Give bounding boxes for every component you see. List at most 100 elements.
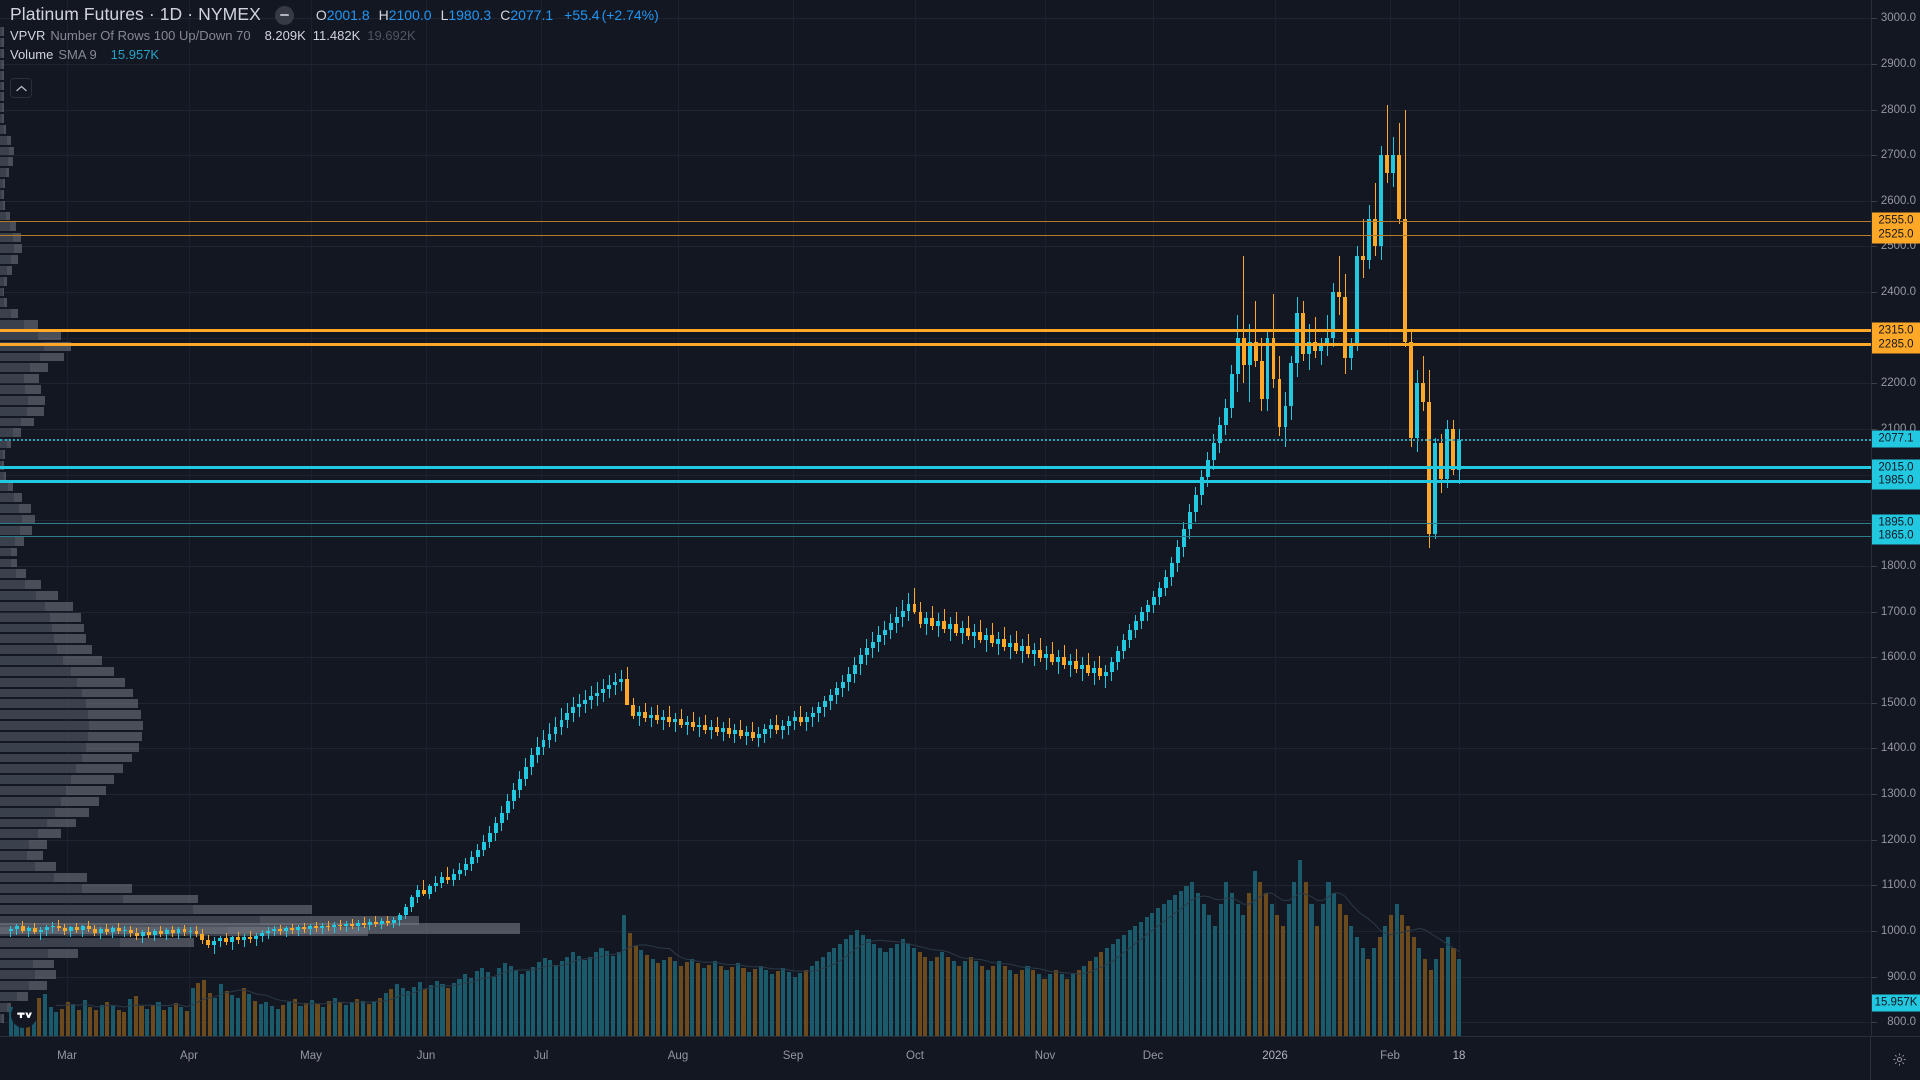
candle-body — [900, 610, 905, 618]
price-line[interactable] — [0, 466, 1871, 470]
volume-bar — [1122, 934, 1127, 1036]
price-line[interactable] — [0, 479, 1871, 483]
gear-icon[interactable] — [1888, 1048, 1910, 1070]
price-axis[interactable]: 3000.0 2900.0 2800.0 2700.0 2600.0 2500.0 2400… — [1871, 0, 1920, 1036]
price-axis-badge[interactable]: 1865.0 — [1872, 527, 1920, 545]
candle-body — [912, 604, 917, 612]
price-line[interactable] — [0, 329, 1871, 333]
candlestick — [1313, 0, 1318, 1036]
candlestick — [631, 0, 636, 1036]
price-axis-badge[interactable]: 1895.0 — [1872, 514, 1920, 532]
price-line[interactable] — [0, 343, 1871, 347]
gridline-vertical — [311, 0, 312, 1036]
candlestick — [1062, 0, 1067, 1036]
volume-bar — [1411, 937, 1416, 1036]
eye-toggle-icon[interactable] — [274, 5, 294, 25]
time-axis-tick: Sep — [782, 1050, 804, 1062]
price-axis-badge[interactable]: 2285.0 — [1872, 336, 1920, 354]
candlestick — [1415, 0, 1420, 1036]
candle-body — [1379, 155, 1384, 247]
candle-body — [655, 714, 660, 721]
volume-bar — [1445, 937, 1450, 1036]
volume-bar — [338, 1001, 343, 1036]
price-line[interactable] — [0, 522, 1871, 524]
candle-body — [427, 886, 432, 894]
volume-axis-badge[interactable]: 15.957K — [1872, 994, 1920, 1012]
vpvr-bar-up — [0, 276, 5, 286]
candle-body — [356, 922, 360, 926]
price-line[interactable] — [0, 235, 1871, 237]
collapse-chevron-icon[interactable] — [10, 78, 32, 98]
price-axis-badge[interactable]: 2315.0 — [1872, 322, 1920, 340]
price-axis-badge[interactable]: 2525.0 — [1872, 226, 1920, 244]
candle-body — [1421, 383, 1426, 402]
candle-body — [314, 926, 319, 929]
price-axis-tick-mark — [1872, 839, 1877, 841]
volume-bar — [1099, 952, 1104, 1036]
price-axis-badge[interactable]: 2015.0 — [1872, 459, 1920, 477]
candle-body — [607, 685, 612, 690]
gridline-horizontal — [0, 155, 1871, 157]
candle-body — [385, 920, 390, 923]
candle-body — [936, 620, 941, 627]
candle-body — [296, 927, 301, 931]
candlestick — [170, 0, 175, 1036]
candle-body — [445, 877, 450, 880]
candlestick — [1008, 0, 1013, 1036]
candle-body — [1163, 576, 1168, 588]
candlestick — [697, 0, 702, 1036]
candle-wick — [40, 927, 42, 941]
candlestick — [655, 0, 660, 1036]
candle-body — [1319, 345, 1324, 352]
volume-bar — [1110, 943, 1115, 1036]
candle-body — [1002, 638, 1007, 648]
candlestick — [1355, 0, 1360, 1036]
candle-body — [302, 927, 307, 930]
candle-wick — [967, 616, 969, 640]
volume-bar — [815, 961, 820, 1036]
price-line[interactable] — [0, 439, 1871, 442]
gridline-horizontal — [0, 429, 1871, 430]
vpvr-bar-up — [0, 59, 3, 69]
candlestick — [840, 0, 845, 1036]
volume-bar — [684, 962, 689, 1036]
gridline-horizontal — [0, 657, 1871, 659]
candlestick — [930, 0, 935, 1036]
candlestick — [248, 0, 253, 1036]
price-axis-badge[interactable]: 2077.1 — [1872, 430, 1920, 448]
candle-body — [1361, 255, 1366, 261]
tradingview-logo[interactable] — [11, 1002, 37, 1028]
price-line[interactable] — [0, 221, 1871, 223]
volume-bar — [838, 943, 843, 1036]
volume-bar — [1440, 948, 1445, 1036]
chart-pane[interactable] — [0, 0, 1871, 1036]
candlestick — [1265, 0, 1270, 1036]
candlestick — [1253, 0, 1258, 1036]
volume-bar — [1320, 904, 1325, 1036]
price-axis-tick-mark — [1872, 748, 1877, 750]
candlestick — [565, 0, 570, 1036]
candlestick — [320, 0, 325, 1036]
time-axis[interactable]: Mar Apr May Jun Jul Aug Sep Oct Nov Dec 2026 Feb 18 — [0, 1036, 1920, 1080]
price-axis-tick: 2600.0 — [1880, 194, 1916, 207]
candlestick — [894, 0, 899, 1036]
vpvr-bar-up — [0, 363, 30, 373]
volume-bar — [270, 1006, 275, 1036]
price-axis-tick-mark — [1872, 702, 1877, 704]
time-axis-tick: Mar — [57, 1050, 77, 1062]
price-axis-badge[interactable]: 2555.0 — [1872, 212, 1920, 230]
candle-body — [457, 869, 462, 874]
gridline-horizontal — [0, 885, 1871, 887]
candlestick — [768, 0, 773, 1036]
candle-body — [1104, 671, 1108, 677]
volume-bar — [395, 984, 400, 1036]
volume-bar — [781, 967, 786, 1036]
candle-body — [224, 938, 229, 942]
price-axis-badge[interactable]: 1985.0 — [1872, 472, 1920, 490]
candle-wick — [1075, 648, 1077, 673]
candle-body — [930, 617, 935, 627]
candle-wick — [638, 706, 640, 726]
price-line[interactable] — [0, 536, 1871, 538]
candlestick — [176, 0, 181, 1036]
candlestick — [625, 0, 630, 1036]
